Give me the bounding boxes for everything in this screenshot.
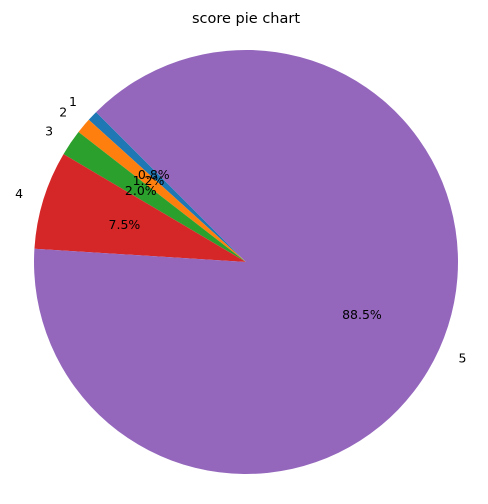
slice-pct-label-5: 88.5% — [342, 307, 382, 322]
pie-slice-5 — [34, 49, 459, 474]
slice-label-2: 2 — [59, 105, 67, 120]
pie-slices — [34, 49, 459, 474]
slice-pct-label-3: 2.0% — [125, 183, 157, 198]
pie-slice-2 — [78, 119, 247, 262]
slice-pct-label-2: 1.2% — [133, 173, 165, 188]
slice-pct-label-1: 0.8% — [138, 167, 170, 182]
slice-label-4: 4 — [15, 186, 23, 201]
slice-label-1: 1 — [69, 94, 77, 109]
pie-slice-4 — [34, 154, 246, 262]
pie-slice-3 — [63, 132, 246, 262]
slice-label-3: 3 — [45, 123, 53, 138]
chart-title: score pie chart — [192, 11, 300, 27]
slice-label-5: 5 — [459, 350, 467, 365]
pie-slice-1 — [88, 112, 246, 262]
slice-pct-label-4: 7.5% — [109, 217, 141, 232]
pie-labels: 1 0.8% 2 1.2% 3 2.0% 4 7.5% 5 88.5% — [15, 94, 466, 366]
